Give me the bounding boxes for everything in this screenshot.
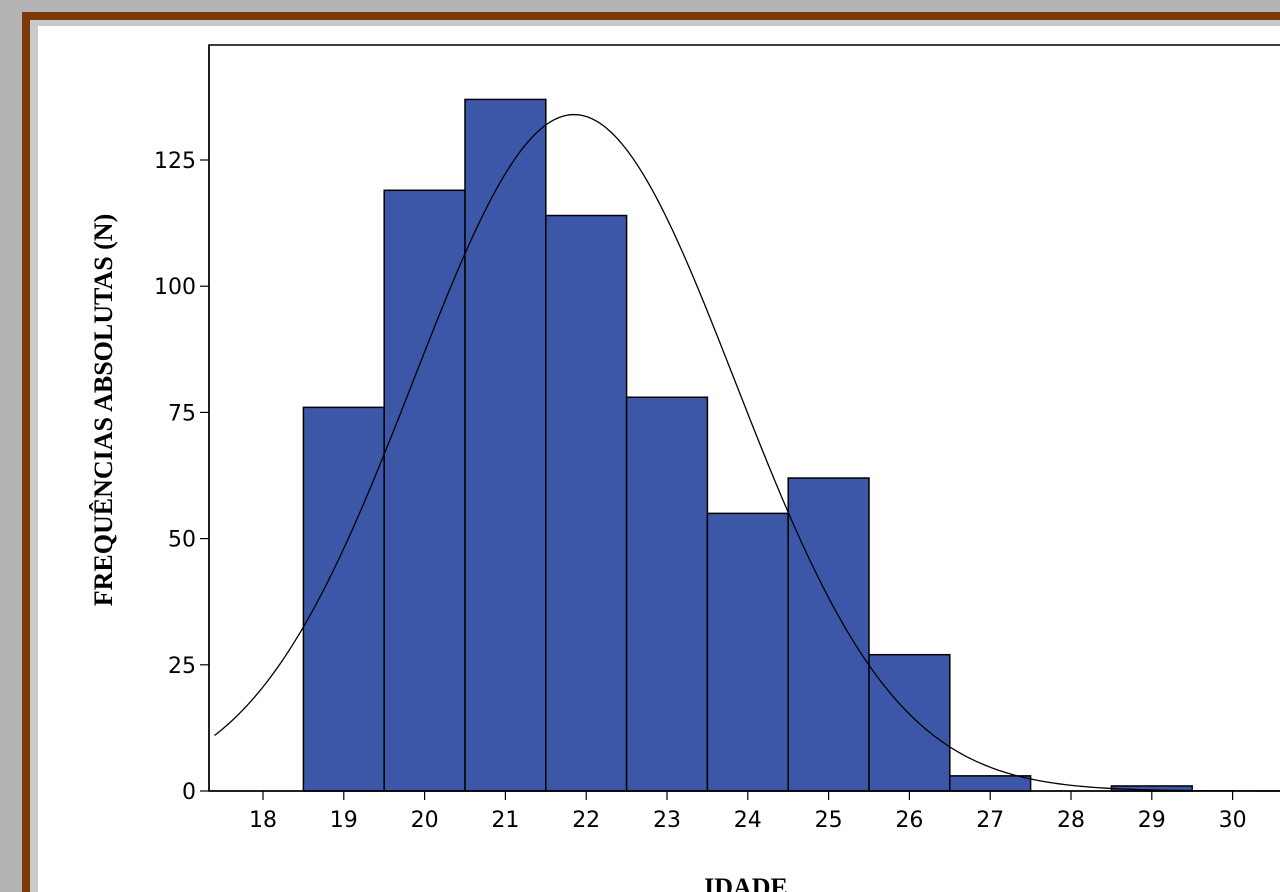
histogram-bar — [464, 98, 547, 792]
x-tick-label: 30 — [1219, 808, 1247, 833]
x-axis-title: IDADE — [704, 873, 788, 892]
y-axis-title: FREQUÊNCIAS ABSOLUTAS (N) — [89, 214, 118, 606]
x-tick-label: 19 — [330, 808, 358, 833]
histogram-bar — [545, 214, 628, 792]
x-tick-label: 26 — [895, 808, 923, 833]
normal-curve — [214, 113, 1280, 792]
y-tick-label: 25 — [168, 654, 196, 679]
x-tick-label: 22 — [572, 808, 600, 833]
histogram-bar — [868, 653, 951, 792]
histogram-bar — [625, 396, 709, 792]
histogram-bar — [706, 512, 789, 792]
histogram-bar — [949, 775, 1032, 792]
x-tick-label: 25 — [815, 808, 843, 833]
y-tick-label: 125 — [154, 149, 196, 174]
x-tick-label: 29 — [1138, 808, 1166, 833]
histogram-bar — [787, 477, 870, 792]
y-tick-label: 50 — [168, 528, 196, 553]
histogram-bar — [302, 406, 385, 792]
x-tick-label: 20 — [411, 808, 439, 833]
x-tick-label: 27 — [976, 808, 1004, 833]
y-tick-label: 0 — [182, 780, 196, 805]
x-tick-label: 23 — [653, 808, 681, 833]
y-tick-label: 75 — [168, 401, 196, 426]
x-tick-label: 28 — [1057, 808, 1085, 833]
x-tick-label: 24 — [734, 808, 762, 833]
x-tick-label: 18 — [249, 808, 277, 833]
histogram-bar — [383, 189, 466, 792]
y-tick-label: 100 — [154, 275, 196, 300]
x-tick-label: 21 — [491, 808, 519, 833]
